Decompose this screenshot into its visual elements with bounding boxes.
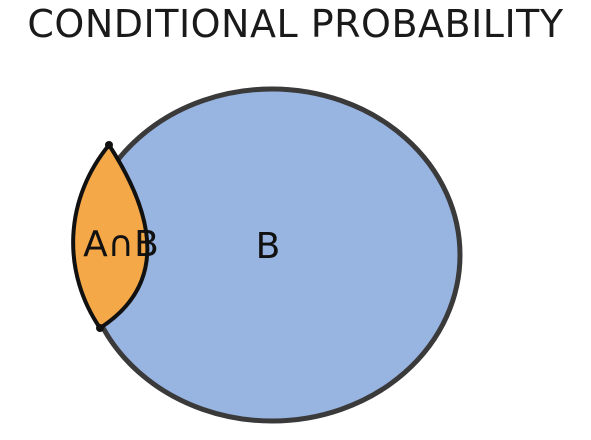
diagram-title: CONDITIONAL PROBABILITY (27, 2, 564, 46)
intersection-label: A∩B (83, 224, 159, 265)
lens-bottom-point (96, 324, 104, 332)
intersection-region (71, 143, 150, 330)
set-b-label: B (256, 226, 281, 267)
lens-top-point (105, 141, 113, 149)
